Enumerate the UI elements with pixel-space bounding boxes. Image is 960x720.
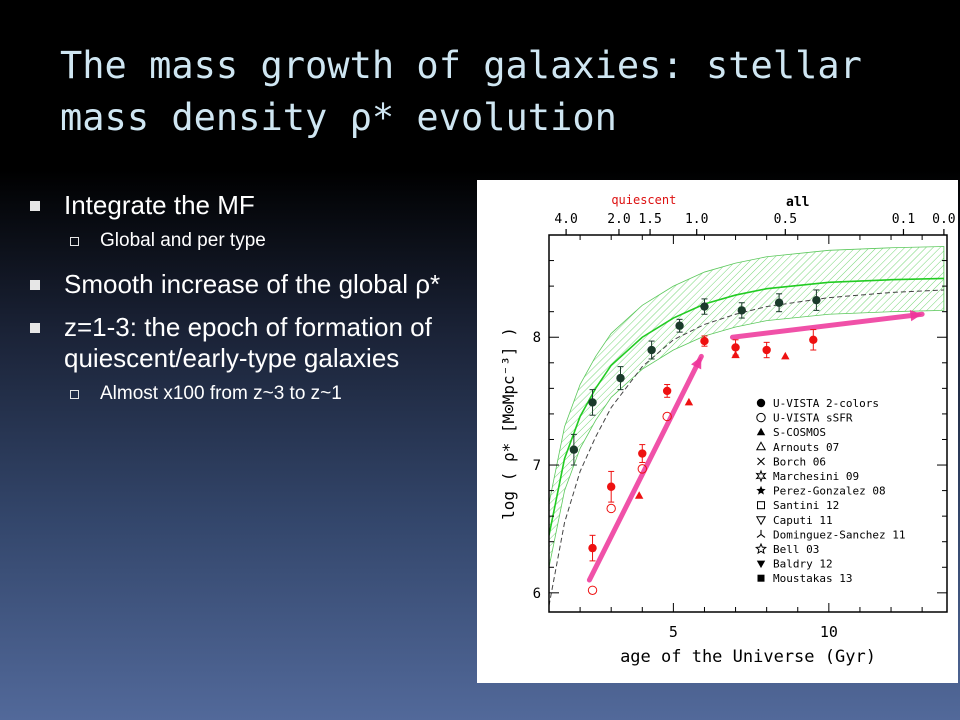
legend-marker [757,574,765,582]
legend-label: Bell 03 [773,543,819,556]
data-point [662,411,672,422]
data-point [588,543,597,553]
sub-bullet-square-icon [70,390,79,399]
bullet-square-icon [30,280,40,290]
title-text: The mass growth of galaxies: stellar mass… [60,40,920,144]
legend-label: Borch 06 [773,455,826,468]
arrow-1-head [691,356,702,370]
legend-marker [755,441,767,451]
data-point [812,295,821,305]
bullet-list: Integrate the MF Global and per type Smo… [30,190,450,422]
legend-label: Dominguez-Sanchez 11 [773,528,905,541]
data-point [762,345,771,355]
bullet-3-text: z=1-3: the epoch of formation of quiesce… [64,312,432,373]
sub-bullet-1: Global and per type [30,229,450,253]
data-point [616,373,625,383]
legend-label: U-VISTA sSFR [773,412,853,425]
bullet-square-icon [30,201,40,211]
x-tick-label: 10 [820,623,838,641]
legend-marker [756,560,766,569]
data-point [662,386,672,396]
data-point [569,445,579,454]
top-tick-label: 2.0 [607,212,630,227]
y-tick-label: 7 [533,458,541,474]
data-point [809,335,818,344]
legend-marker [756,427,766,436]
bullet-1-text: Integrate the MF [64,190,255,220]
data-point [606,482,616,491]
y-tick-label: 8 [533,330,541,346]
x-tick-label: 5 [669,623,678,641]
data-point [684,397,694,406]
data-point [731,343,740,352]
legend-label: Caputi 11 [773,514,833,527]
bullet-square-icon [30,323,40,333]
top-tick-label: 0.0 [932,212,955,227]
data-point [731,350,740,359]
legend-label: Arnouts 07 [773,441,839,454]
data-point [588,398,597,407]
data-point [781,351,790,360]
y-axis-label: log ( ρ* [M⊙Mpc⁻³] ) [499,327,518,520]
data-point [700,302,709,311]
legend-marker [757,457,765,466]
top-tick-label: 1.0 [685,212,708,227]
fit-dashed-line [549,289,944,606]
arrow-1-shaft [586,353,704,583]
chart-svg: 5 10 6 7 8 4.0 2.0 1.5 1.0 0.5 0.1 0.0 quiescent all a… [499,193,956,667]
top-tick-label: 0.1 [892,212,915,227]
bullet-2-text: Smooth increase of the global ρ* [64,269,441,299]
legend-label: S-COSMOS [773,426,826,439]
annotation-quiescent: quiescent [611,193,676,207]
legend-marker [756,412,766,423]
arrow-2-head [909,310,923,322]
chart-figure: 5 10 6 7 8 4.0 2.0 1.5 1.0 0.5 0.1 0.0 quiescent all a… [477,180,958,683]
bullet-1: Integrate the MF [30,190,450,221]
data-point [647,345,656,355]
model-band [549,246,945,568]
top-tick-label: 1.5 [638,212,661,227]
legend-marker [757,501,765,510]
legend-marker [755,542,767,555]
model-line [549,277,944,536]
data-point [606,503,616,514]
title-line-1: The mass growth of galaxies: stellar [60,44,862,87]
bullet-2: Smooth increase of the global ρ* [30,269,450,300]
title-line-2: mass density ρ* evolution [60,96,617,139]
sub-bullet-1-text: Global and per type [100,230,266,251]
data-point [587,585,598,595]
plot-area [549,246,945,606]
legend-marker [755,516,767,526]
top-tick-label: 0.5 [774,212,797,227]
legend-label: Santini 12 [773,499,839,512]
plot-frame [548,234,948,613]
data-point [737,306,746,315]
data-point [634,491,644,499]
legend-marker [756,398,766,408]
data-point [638,449,647,458]
sub-bullet-square-icon [70,237,79,246]
data-point [774,298,784,307]
legend-label: Baldry 12 [773,558,833,571]
legend-label: Moustakas 13 [773,572,852,585]
data-point [700,336,709,346]
data-point [637,464,647,474]
x-axis-label: age of the Universe (Gyr) [620,647,876,667]
legend-label: Marchesini 09 [773,470,859,483]
top-tick-label: 4.0 [554,212,577,227]
y-tick-label: 6 [533,586,541,602]
data-point [675,321,684,330]
sub-bullet-2-text: Almost x100 from z~3 to z~1 [100,383,342,404]
legend-marker [756,485,766,495]
bullet-3: z=1-3: the epoch of formation of quiesce… [30,312,450,374]
legend-label: U-VISTA 2-colors [773,397,879,410]
legend-label: Perez-Gonzalez 08 [773,485,886,498]
annotation-all: all [786,195,809,210]
arrow-2-shaft [729,311,925,340]
legend-marker [755,469,767,483]
legend-marker [756,529,766,538]
sub-bullet-2: Almost x100 from z~3 to z~1 [30,382,450,406]
